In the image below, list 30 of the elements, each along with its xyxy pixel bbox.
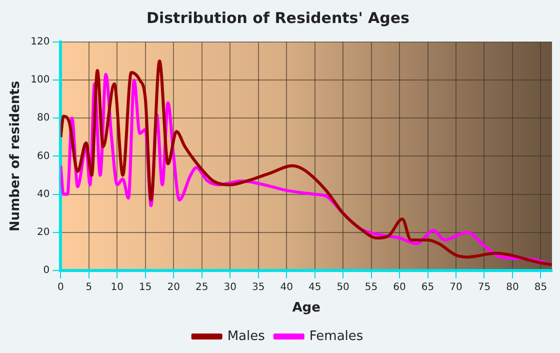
x-tick-label: 80 xyxy=(506,282,519,293)
y-tick-label: 0 xyxy=(43,264,50,276)
y-tick-label: 80 xyxy=(36,112,50,124)
x-tick-label: 70 xyxy=(450,282,462,293)
x-tick-label: 45 xyxy=(308,282,322,293)
y-tick-label: 40 xyxy=(36,188,50,200)
x-tick-label: 15 xyxy=(139,282,152,293)
x-axis-title: Age xyxy=(292,300,321,316)
x-tick-label: 35 xyxy=(252,282,265,293)
y-tick-label: 120 xyxy=(30,36,50,48)
x-tick-label: 65 xyxy=(421,282,434,293)
chart-title: Distribution of Residents' Ages xyxy=(146,8,410,27)
x-tick-label: 50 xyxy=(336,282,350,293)
y-tick-label: 60 xyxy=(36,150,50,162)
x-tick-label: 30 xyxy=(224,282,236,293)
x-tick-label: 75 xyxy=(478,282,491,293)
legend-label: Males xyxy=(227,328,266,344)
x-tick-label: 60 xyxy=(393,282,406,293)
y-axis-title: Number of residents xyxy=(8,80,24,232)
x-tick-label: 85 xyxy=(534,282,548,293)
x-tick-label: 10 xyxy=(110,282,124,293)
legend-label: Females xyxy=(309,328,364,344)
x-tick-label: 20 xyxy=(167,282,180,293)
x-tick-label: 0 xyxy=(58,282,64,293)
x-tick-label: 55 xyxy=(364,282,378,293)
y-tick-label: 100 xyxy=(30,74,50,86)
x-tick-label: 25 xyxy=(196,282,208,293)
x-tick-label: 5 xyxy=(86,282,92,293)
y-tick-label: 20 xyxy=(36,226,50,238)
x-tick-label: 40 xyxy=(280,282,293,293)
